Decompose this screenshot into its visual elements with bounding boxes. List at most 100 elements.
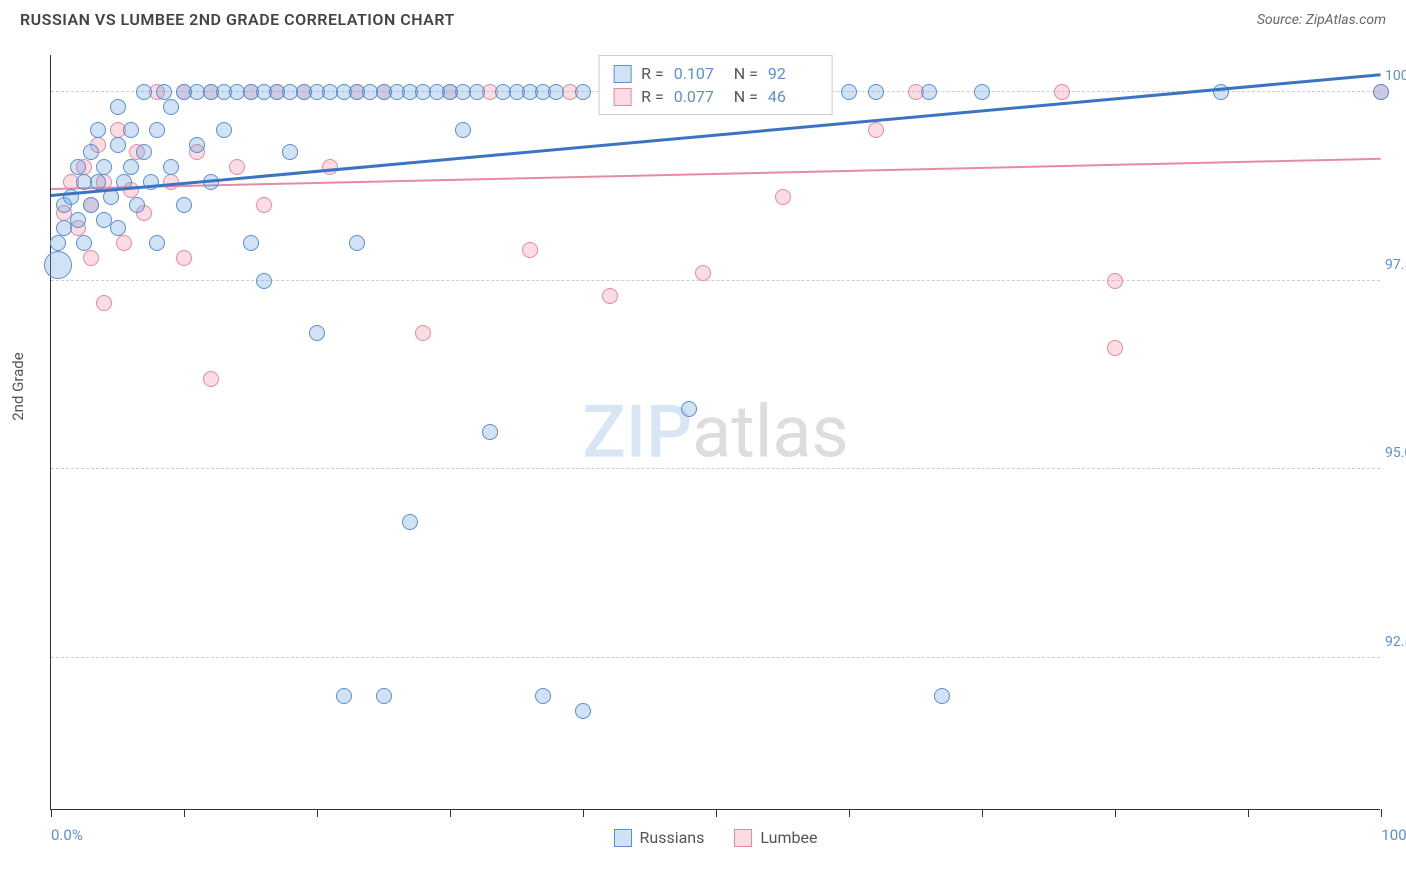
x-tick <box>317 809 318 817</box>
data-point-russians <box>123 122 139 138</box>
data-point-russians <box>163 159 179 175</box>
data-point-russians <box>216 122 232 138</box>
x-axis-max-label: 100.0% <box>1381 826 1406 844</box>
data-point-russians <box>90 174 106 190</box>
data-point-russians <box>50 235 66 251</box>
data-point-lumbee <box>176 250 192 266</box>
legend-row-russians: R = 0.107 N = 92 <box>613 62 818 85</box>
data-point-russians <box>548 84 564 100</box>
data-point-russians <box>575 84 591 100</box>
data-point-russians <box>336 688 352 704</box>
data-point-russians <box>681 401 697 417</box>
legend-item-lumbee: Lumbee <box>734 828 817 847</box>
data-point-russians <box>455 122 471 138</box>
swatch-lumbee <box>613 88 631 106</box>
data-point-russians <box>934 688 950 704</box>
x-tick <box>1115 809 1116 817</box>
data-point-lumbee <box>1054 84 1070 100</box>
data-point-russians <box>136 84 152 100</box>
data-point-russians <box>921 84 937 100</box>
data-point-russians <box>70 212 86 228</box>
data-point-russians <box>469 84 485 100</box>
source-attribution: Source: ZipAtlas.com <box>1257 12 1386 28</box>
x-tick <box>716 809 717 817</box>
y-tick-label: 100.0% <box>1385 68 1406 84</box>
data-point-russians <box>309 325 325 341</box>
x-tick <box>51 809 52 817</box>
data-point-lumbee <box>868 122 884 138</box>
data-point-lumbee <box>203 371 219 387</box>
data-point-russians <box>123 159 139 175</box>
data-point-lumbee <box>83 250 99 266</box>
x-tick <box>849 809 850 817</box>
x-tick <box>982 809 983 817</box>
y-axis-label: 2nd Grade <box>9 352 27 420</box>
data-point-russians <box>189 137 205 153</box>
x-axis-min-label: 0.0% <box>51 826 83 844</box>
data-point-russians <box>96 159 112 175</box>
swatch-lumbee-icon <box>734 829 752 847</box>
data-point-lumbee <box>695 265 711 281</box>
data-point-russians <box>110 220 126 236</box>
data-point-russians <box>402 514 418 530</box>
data-point-russians <box>482 424 498 440</box>
watermark: ZIPatlas <box>582 390 848 475</box>
x-tick <box>583 809 584 817</box>
x-tick <box>1381 809 1382 817</box>
y-tick-label: 92.5% <box>1385 634 1406 650</box>
x-tick <box>1248 809 1249 817</box>
data-point-lumbee <box>256 197 272 213</box>
data-point-lumbee <box>96 295 112 311</box>
data-point-lumbee <box>229 159 245 175</box>
data-point-russians <box>129 197 145 213</box>
series-legend: Russians Lumbee <box>614 828 818 847</box>
data-point-russians <box>149 122 165 138</box>
data-point-lumbee <box>522 242 538 258</box>
data-point-russians <box>110 99 126 115</box>
gridline <box>51 280 1380 281</box>
data-point-russians <box>44 251 72 279</box>
data-point-russians <box>136 144 152 160</box>
x-tick <box>184 809 185 817</box>
data-point-lumbee <box>415 325 431 341</box>
data-point-russians <box>535 688 551 704</box>
data-point-lumbee <box>602 288 618 304</box>
data-point-russians <box>974 84 990 100</box>
scatter-chart: ZIPatlas R = 0.107 N = 92 R = 0.077 N = … <box>50 55 1380 810</box>
data-point-russians <box>176 197 192 213</box>
data-point-russians <box>83 144 99 160</box>
data-point-russians <box>156 84 172 100</box>
swatch-russians <box>613 65 631 83</box>
data-point-russians <box>149 235 165 251</box>
legend-item-russians: Russians <box>614 828 705 847</box>
y-tick-label: 95.0% <box>1385 445 1406 461</box>
data-point-russians <box>163 99 179 115</box>
x-tick <box>450 809 451 817</box>
legend-row-lumbee: R = 0.077 N = 46 <box>613 85 818 108</box>
data-point-russians <box>282 144 298 160</box>
swatch-russians-icon <box>614 829 632 847</box>
data-point-lumbee <box>1107 273 1123 289</box>
y-tick-label: 97.5% <box>1385 257 1406 273</box>
data-point-russians <box>76 235 92 251</box>
data-point-russians <box>70 159 86 175</box>
data-point-russians <box>243 235 259 251</box>
gridline <box>51 657 1380 658</box>
data-point-russians <box>1373 84 1389 100</box>
data-point-lumbee <box>116 235 132 251</box>
data-point-russians <box>376 688 392 704</box>
data-point-lumbee <box>1107 340 1123 356</box>
data-point-russians <box>90 122 106 138</box>
data-point-lumbee <box>775 189 791 205</box>
data-point-russians <box>841 84 857 100</box>
data-point-russians <box>110 137 126 153</box>
data-point-russians <box>83 197 99 213</box>
data-point-russians <box>349 235 365 251</box>
correlation-legend: R = 0.107 N = 92 R = 0.077 N = 46 <box>598 55 833 115</box>
trendline-lumbee <box>51 158 1381 190</box>
chart-title: RUSSIAN VS LUMBEE 2ND GRADE CORRELATION … <box>20 10 455 29</box>
data-point-russians <box>868 84 884 100</box>
data-point-russians <box>575 703 591 719</box>
data-point-russians <box>256 273 272 289</box>
gridline <box>51 468 1380 469</box>
